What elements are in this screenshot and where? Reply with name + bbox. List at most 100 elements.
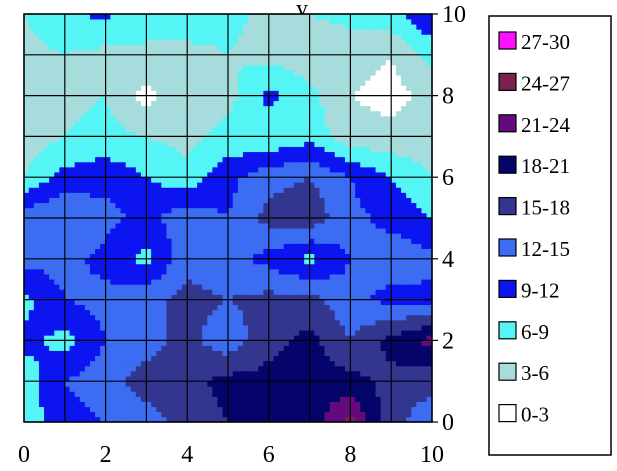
contour-cell-9-12 xyxy=(324,268,331,275)
contour-cell-9-12 xyxy=(49,329,55,336)
contour-cell-12-15 xyxy=(355,273,361,280)
contour-cell-3-6 xyxy=(365,136,372,142)
contour-cell-3-6 xyxy=(426,166,432,173)
contour-cell-12-15 xyxy=(278,273,285,280)
contour-cell-6-9 xyxy=(385,161,392,168)
contour-cell-15-18 xyxy=(334,324,341,331)
contour-cell-12-15 xyxy=(319,232,326,239)
contour-cell-6-9 xyxy=(84,141,91,147)
contour-cell-18-21 xyxy=(385,345,392,351)
contour-cell-18-21 xyxy=(370,401,377,408)
contour-cell-12-15 xyxy=(268,227,275,234)
contour-cell-12-15 xyxy=(197,258,203,265)
contour-cell-6-9 xyxy=(350,146,356,153)
contour-cell-12-15 xyxy=(406,253,412,260)
contour-cell-12-15 xyxy=(59,263,66,270)
contour-cell-15-18 xyxy=(258,217,265,224)
contour-cell-12-15 xyxy=(253,222,259,229)
contour-cell-12-15 xyxy=(406,278,412,285)
contour-cell-9-12 xyxy=(130,176,137,183)
contour-cell-12-15 xyxy=(130,401,137,408)
contour-cell-6-9 xyxy=(59,151,66,158)
contour-cell-12-15 xyxy=(130,365,137,372)
contour-cell-3-6 xyxy=(79,100,86,107)
contour-cell-15-18 xyxy=(253,360,259,367)
contour-cell-9-12 xyxy=(299,156,305,163)
contour-cell-12-15 xyxy=(334,232,341,239)
contour-cell-12-15 xyxy=(263,283,270,290)
contour-cell-3-6 xyxy=(186,115,193,122)
contour-cell-9-12 xyxy=(24,289,30,295)
contour-cell-18-21 xyxy=(278,380,285,387)
contour-cell-12-15 xyxy=(253,278,259,285)
contour-cell-12-15 xyxy=(395,273,402,280)
contour-cell-12-15 xyxy=(207,207,214,214)
contour-cell-0-3 xyxy=(146,100,152,107)
contour-cell-18-21 xyxy=(283,370,290,377)
contour-cell-12-15 xyxy=(278,227,285,234)
contour-cell-12-15 xyxy=(253,232,259,239)
contour-cell-12-15 xyxy=(339,171,346,178)
contour-cell-12-15 xyxy=(273,273,280,280)
contour-cell-15-18 xyxy=(166,355,173,362)
contour-cell-12-15 xyxy=(227,217,234,224)
contour-cell-12-15 xyxy=(421,401,428,408)
contour-cell-15-18 xyxy=(191,334,198,341)
contour-cell-9-12 xyxy=(69,396,76,402)
contour-cell-6-9 xyxy=(74,141,81,147)
contour-cell-3-6 xyxy=(344,141,351,147)
contour-cell-9-12 xyxy=(38,370,45,377)
contour-cell-12-15 xyxy=(130,334,137,341)
contour-cell-3-6 xyxy=(186,146,193,153)
contour-cell-3-6 xyxy=(401,146,407,153)
contour-cell-15-18 xyxy=(299,197,305,204)
contour-cell-15-18 xyxy=(176,411,183,418)
contour-cell-9-12 xyxy=(385,207,392,214)
contour-cell-3-6 xyxy=(339,125,346,132)
contour-cell-6-9 xyxy=(237,115,244,122)
contour-cell-6-9 xyxy=(186,156,193,163)
contour-cell-6-9 xyxy=(191,166,198,173)
contour-cell-9-12 xyxy=(95,263,101,270)
contour-cell-12-15 xyxy=(237,334,244,341)
contour-cell-9-12 xyxy=(74,360,81,367)
contour-cell-9-12 xyxy=(84,166,91,173)
contour-cell-9-12 xyxy=(212,202,219,209)
contour-cell-18-21 xyxy=(395,350,402,357)
contour-cell-12-15 xyxy=(217,232,224,239)
contour-cell-12-15 xyxy=(146,416,152,422)
contour-cell-3-6 xyxy=(222,110,229,117)
contour-cell-9-12 xyxy=(299,258,305,265)
contour-cell-12-15 xyxy=(360,232,367,239)
contour-cell-9-12 xyxy=(232,181,239,188)
contour-cell-12-15 xyxy=(115,283,122,290)
contour-cell-6-9 xyxy=(355,151,361,158)
contour-cell-12-15 xyxy=(283,273,290,280)
contour-cell-12-15 xyxy=(344,248,351,255)
contour-cell-9-12 xyxy=(79,329,86,336)
contour-cell-15-18 xyxy=(365,355,372,362)
contour-cell-12-15 xyxy=(242,283,249,290)
contour-cell-9-12 xyxy=(115,253,122,260)
contour-cell-6-9 xyxy=(115,151,122,158)
contour-cell-15-18 xyxy=(156,385,163,392)
contour-cell-15-18 xyxy=(212,406,219,413)
contour-cell-6-9 xyxy=(288,100,295,107)
contour-cell-12-15 xyxy=(64,227,71,234)
contour-cell-12-15 xyxy=(135,319,142,326)
contour-cell-12-15 xyxy=(227,232,234,239)
contour-cell-15-18 xyxy=(304,207,310,214)
contour-cell-9-12 xyxy=(242,156,249,163)
contour-cell-12-15 xyxy=(273,243,280,249)
contour-cell-15-18 xyxy=(309,181,316,188)
contour-cell-18-21 xyxy=(390,340,397,346)
contour-cell-12-15 xyxy=(273,171,280,178)
contour-cell-15-18 xyxy=(248,334,254,341)
contour-cell-3-6 xyxy=(416,141,423,147)
contour-cell-15-18 xyxy=(232,355,239,362)
contour-cell-6-9 xyxy=(84,151,91,158)
contour-cell-15-18 xyxy=(309,309,316,316)
contour-cell-9-12 xyxy=(54,171,61,178)
contour-cell-12-15 xyxy=(263,227,270,234)
contour-cell-12-15 xyxy=(299,232,305,239)
